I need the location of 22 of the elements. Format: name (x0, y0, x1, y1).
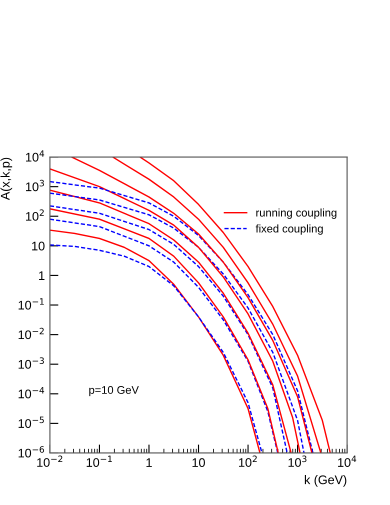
y-tick-label: 10$^{−4}$ (18, 387, 44, 398)
y-tick-label: 10$^{−1}$ (18, 298, 44, 310)
y-tick-label: 10$^{−2}$ (18, 328, 44, 340)
y-tick-label: 10$^{−6}$ (18, 446, 44, 458)
x-tick-label: 10$^{−1}$ (86, 456, 112, 467)
annotation: p=10 GeV (89, 386, 139, 396)
y-axis-title: A(x,k,p) (0, 158, 12, 200)
x-tick-label: 10$^{3}$ (288, 456, 306, 467)
legend-label: fixed coupling (256, 224, 323, 235)
x-tick-label: 10$^{2}$ (238, 456, 257, 467)
x-axis-title: k (GeV) (304, 475, 346, 487)
y-tick-label: 1 (39, 271, 44, 280)
y-tick-label: 10$^{−5}$ (18, 416, 44, 428)
x-tick-label: 1 (146, 458, 152, 467)
y-tick-label: 10$^{2}$ (26, 209, 44, 221)
y-tick-label: 10$^{−3}$ (18, 357, 44, 369)
y-tick-label: 10 (32, 242, 45, 250)
y-tick-label: 10$^{3}$ (26, 180, 44, 192)
y-tick-label: 10$^{4}$ (26, 150, 44, 162)
x-tick-label: 10 (192, 458, 205, 468)
x-tick-label: 10$^{4}$ (338, 456, 356, 467)
legend-label: running coupling (256, 208, 336, 219)
